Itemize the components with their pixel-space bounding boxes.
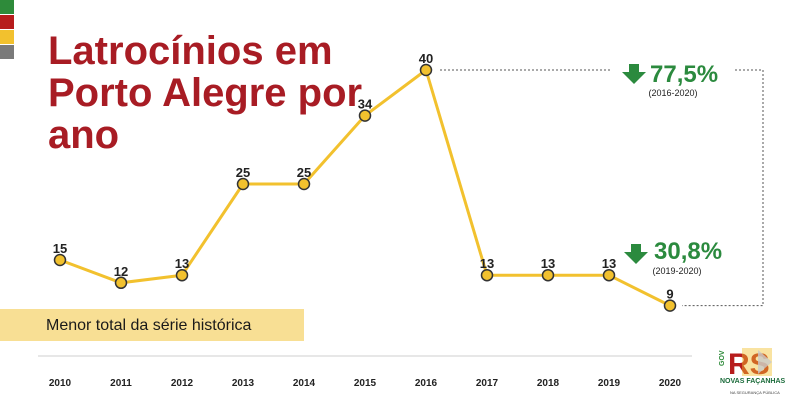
- logo-tagline: NOVAS FAÇANHAS: [720, 378, 786, 385]
- data-label-2014: 25: [297, 165, 311, 180]
- data-point-2020: [663, 299, 677, 312]
- x-tick-2019: 2019: [598, 378, 621, 389]
- data-label-2019: 13: [602, 256, 616, 271]
- data-label-2018: 13: [541, 256, 555, 271]
- x-tick-2014: 2014: [293, 378, 316, 389]
- x-tick-2017: 2017: [476, 378, 499, 389]
- logo-shape: [758, 350, 772, 374]
- x-tick-2013: 2013: [232, 378, 255, 389]
- data-point-2019: [602, 268, 616, 282]
- logo-subtitle: NA SEGURANÇA PÚBLICA: [730, 390, 780, 395]
- data-point-2011: [114, 276, 128, 290]
- note-highlight: [0, 309, 304, 341]
- color-stripe-gray: [0, 45, 14, 59]
- data-point-2012: [175, 268, 189, 282]
- data-point-2010: [53, 253, 67, 267]
- data-label-2012: 13: [175, 256, 189, 271]
- x-tick-2015: 2015: [354, 378, 377, 389]
- x-tick-2020: 2020: [659, 378, 682, 389]
- data-label-2010: 15: [53, 241, 67, 256]
- x-tick-2018: 2018: [537, 378, 560, 389]
- x-tick-2012: 2012: [171, 378, 194, 389]
- note-text: Menor total da série histórica: [46, 317, 252, 334]
- color-stripe-yellow: [0, 30, 14, 44]
- color-stripe-green: [0, 0, 14, 14]
- data-point-2013: [236, 177, 250, 191]
- series-layer: 15 12 13 25 25 34 40 13 13 13 9: [53, 51, 677, 312]
- drop-period-2: (2019-2020): [652, 266, 701, 276]
- data-label-2020: 9: [666, 287, 673, 302]
- data-label-2017: 13: [480, 256, 494, 271]
- guide-bracket: [682, 69, 764, 307]
- data-point-2017: [480, 268, 494, 282]
- data-point-2018: [541, 268, 555, 282]
- drop-percent-1: 77,5%: [650, 61, 718, 88]
- logo-gov-text: GOV: [719, 350, 726, 366]
- data-point-2016: [419, 63, 433, 77]
- rs-government-logo: GOV RS: [719, 348, 772, 381]
- drop-percent-2: 30,8%: [654, 238, 722, 265]
- data-label-2013: 25: [236, 165, 250, 180]
- x-tick-2010: 2010: [49, 378, 72, 389]
- x-tick-2011: 2011: [110, 378, 132, 389]
- down-arrow-icon: [624, 244, 648, 264]
- data-label-2015: 34: [358, 97, 373, 112]
- down-arrow-icon: [622, 64, 646, 84]
- chart-title: Latrocínios em Porto Alegre por ano: [48, 29, 363, 157]
- x-tick-2016: 2016: [415, 378, 438, 389]
- annotations: 77,5%(2016-2020) 30,8%(2019-2020): [622, 61, 722, 276]
- drop-period-1: (2016-2020): [648, 88, 697, 98]
- color-stripe-red: [0, 15, 14, 29]
- data-label-2011: 12: [114, 264, 128, 279]
- data-point-2014: [297, 177, 311, 191]
- x-axis-ticks: 2010 2011 2012 2013 2014 2015 2016 2017 2018 2019…: [49, 378, 682, 389]
- data-label-2016: 40: [419, 51, 433, 66]
- data-point-2015: [358, 109, 372, 122]
- annotation-guides: [440, 69, 764, 307]
